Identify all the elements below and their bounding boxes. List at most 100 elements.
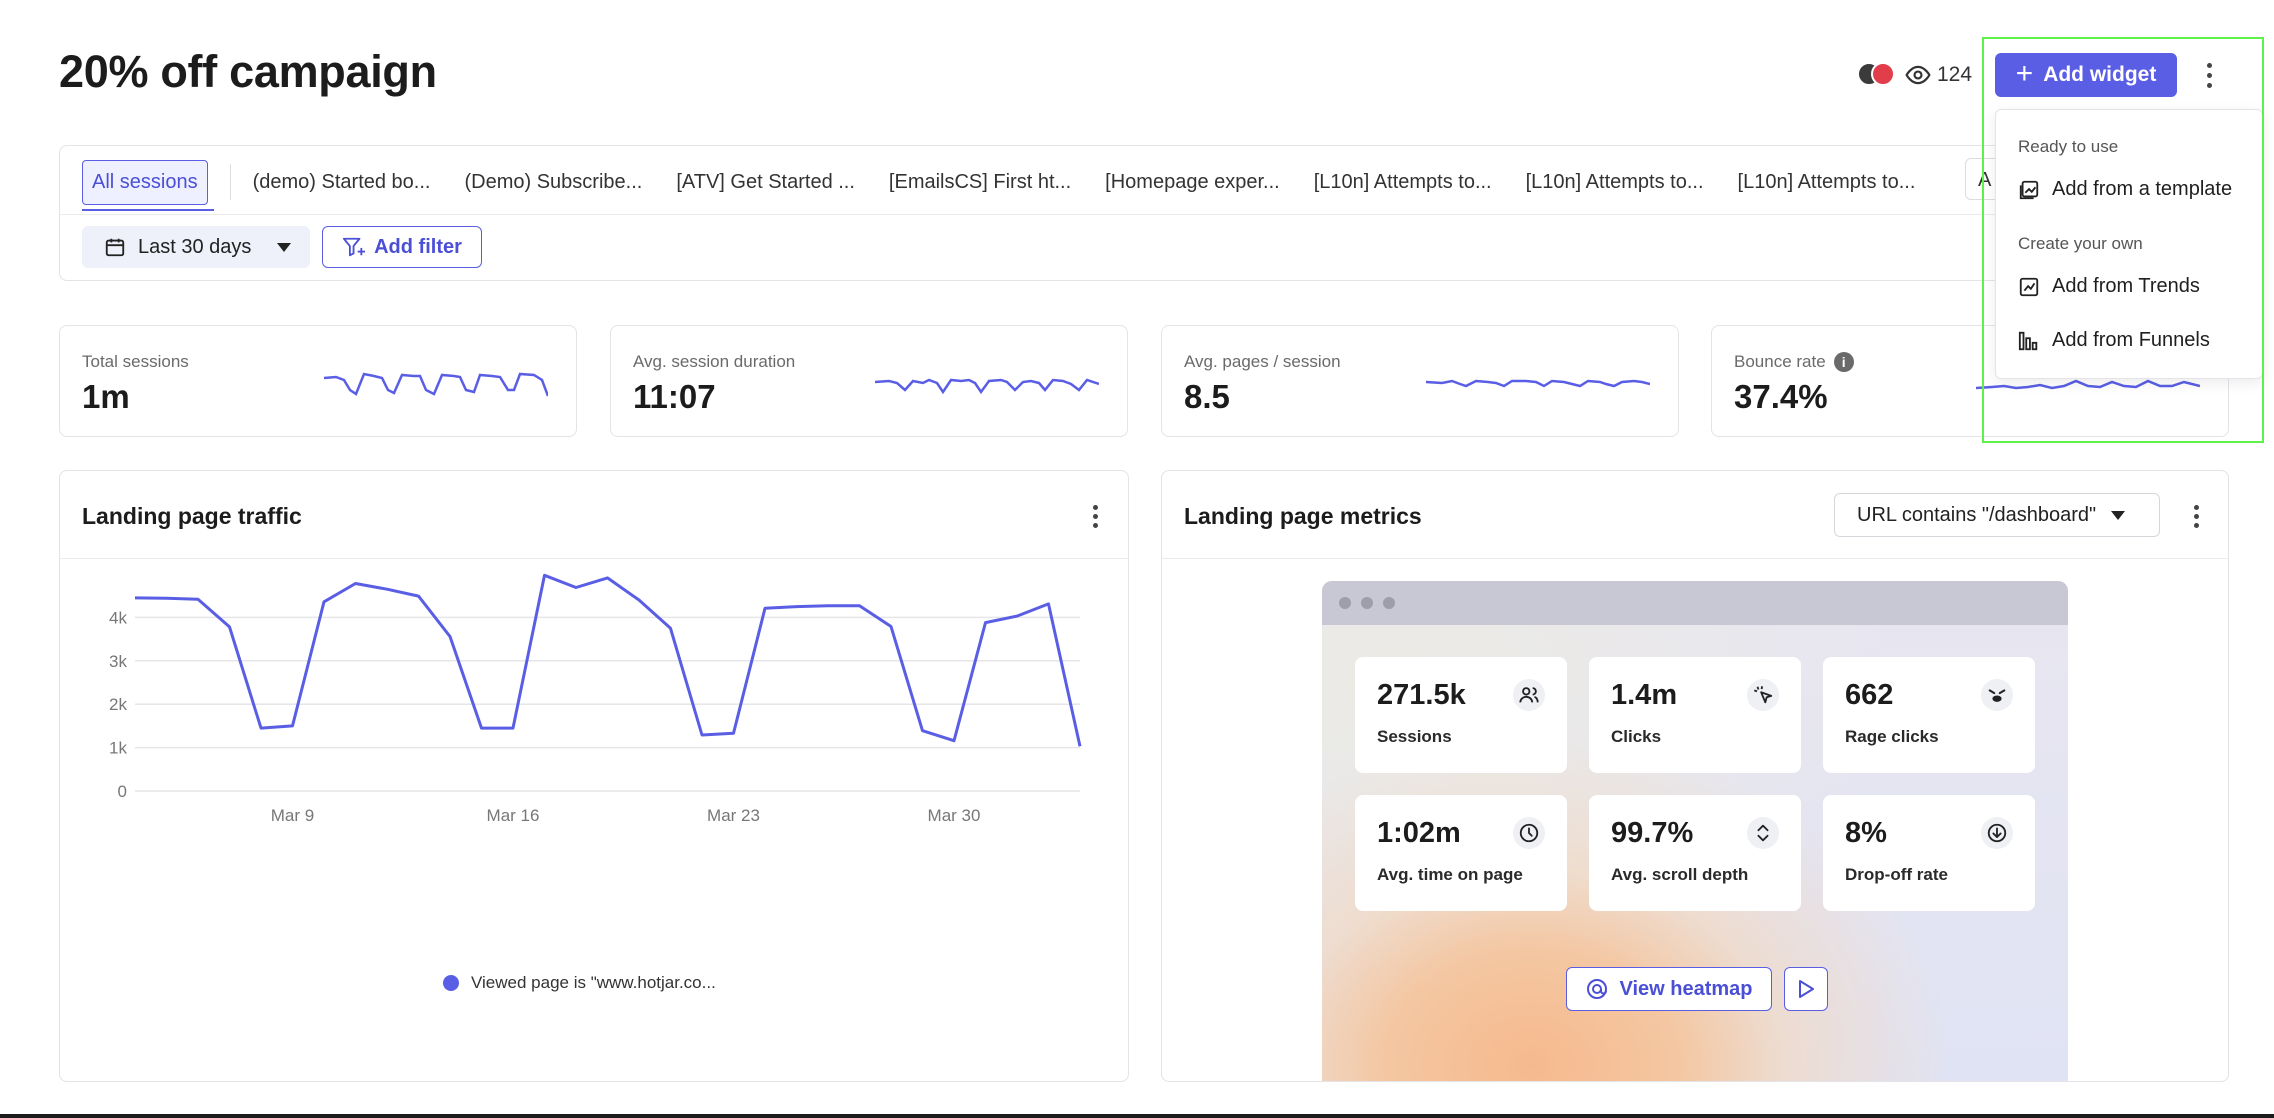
x-tick-label: Mar 9 <box>271 806 314 825</box>
viewers-count[interactable]: 124 <box>1905 62 1972 88</box>
y-tick-label: 0 <box>118 782 127 801</box>
segment-tab[interactable]: [Homepage exper... <box>1105 170 1280 193</box>
segment-tab[interactable]: [EmailsCS] First ht... <box>888 170 1072 193</box>
metric-label: Sessions <box>1377 727 1452 746</box>
series-line <box>134 573 1082 747</box>
more-options-icon[interactable] <box>2186 501 2206 531</box>
widget-title: Landing page metrics <box>1184 503 1422 529</box>
more-options-icon[interactable] <box>1085 501 1105 531</box>
metric-card-avg-time-on-page: 1:02m Avg. time on page <box>1355 795 1567 911</box>
segment-tab[interactable]: [L10n] Attempts to... <box>1313 170 1492 193</box>
funnel-bars-icon <box>2018 331 2038 350</box>
divider <box>60 558 1128 559</box>
x-tick-label: Mar 23 <box>707 806 760 825</box>
kpi-label: Avg. session duration <box>633 352 796 371</box>
menu-section-label: Ready to use <box>2018 137 2119 156</box>
metric-card-drop-off-rate: 8% Drop-off rate <box>1823 795 2035 911</box>
menu-item-label: Add from Funnels <box>2052 329 2210 351</box>
page-title: 20% off campaign <box>59 46 437 97</box>
avatar <box>1871 62 1895 86</box>
segment-tab[interactable]: [L10n] Attempts to... <box>1525 170 1704 193</box>
segment-tab-all-sessions[interactable]: All sessions <box>82 159 208 205</box>
kpi-card-avg-pages-session[interactable]: Avg. pages / session 8.5 <box>1161 325 1679 437</box>
metric-label: Drop-off rate <box>1845 865 1948 884</box>
date-range-select[interactable]: Last 30 days <box>82 226 310 268</box>
kpi-value: 11:07 <box>633 378 716 415</box>
legend-label: Viewed page is "www.hotjar.co... <box>471 973 716 992</box>
legend-swatch <box>443 975 459 991</box>
more-options-icon[interactable] <box>2198 58 2220 92</box>
widget-title: Landing page traffic <box>82 503 302 529</box>
metric-label: Avg. scroll depth <box>1611 865 1749 884</box>
y-tick-label: 1k <box>109 739 127 758</box>
scroll-icon <box>1747 817 1779 849</box>
menu-section-label: Create your own <box>2018 234 2143 253</box>
metric-card-rage-clicks: 662 Rage clicks <box>1823 657 2035 773</box>
metric-value: 271.5k <box>1377 679 1466 711</box>
segment-tab[interactable]: (demo) Started bo... <box>252 170 431 193</box>
metric-card-avg-scroll-depth: 99.7% Avg. scroll depth <box>1589 795 1801 911</box>
divider <box>1162 558 2228 559</box>
caret-down-icon <box>2111 511 2125 520</box>
users-icon <box>1513 679 1545 711</box>
url-filter-label: URL contains "/dashboard" <box>1857 503 2097 526</box>
eye-icon <box>1905 65 1931 85</box>
url-filter-select[interactable]: URL contains "/dashboard" <box>1834 493 2160 537</box>
kpi-card-total-sessions[interactable]: Total sessions 1m <box>59 325 577 437</box>
heatmap-icon <box>1587 979 1608 999</box>
info-icon[interactable]: i <box>1833 352 1854 372</box>
sparkline <box>875 378 1099 395</box>
menu-item-label: Add from Trends <box>2052 275 2200 297</box>
heatmap-preview: 271.5k Sessions 1.4m Clicks 662 Rage cli… <box>1322 581 2068 1081</box>
browser-bar <box>1322 581 2068 625</box>
collaborator-avatars[interactable] <box>1857 62 1897 88</box>
session-filter-panel: All sessions (demo) Started bo... (Demo)… <box>59 145 2229 281</box>
divider <box>60 214 2228 215</box>
kpi-label: Bounce rate i <box>1734 352 1854 372</box>
metric-value: 99.7% <box>1611 817 1694 849</box>
segment-tab[interactable]: [L10n] Attempts to... <box>1737 170 1916 193</box>
kpi-label: Total sessions <box>82 352 189 371</box>
viewers-count-label: 124 <box>1937 63 1973 86</box>
arrow-down-circle-icon <box>1981 817 2013 849</box>
menu-item-add-from-funnels[interactable]: Add from Funnels <box>2018 329 2210 352</box>
kpi-value: 37.4% <box>1734 378 1828 415</box>
template-chart-icon <box>2019 180 2039 199</box>
add-widget-menu: Ready to use Add from a template Create … <box>1995 109 2263 379</box>
y-tick-label: 4k <box>109 608 127 627</box>
sparkline <box>324 372 548 397</box>
x-tick-label: Mar 16 <box>487 806 540 825</box>
y-tick-label: 3k <box>109 652 127 671</box>
y-tick-label: 2k <box>109 695 127 714</box>
add-filter-button[interactable]: Add filter <box>322 226 482 268</box>
trends-icon <box>2019 277 2039 296</box>
metric-card-sessions: 271.5k Sessions <box>1355 657 1567 773</box>
menu-item-add-from-trends[interactable]: Add from Trends <box>2018 275 2200 298</box>
kpi-label-text: Bounce rate <box>1734 352 1826 371</box>
menu-item-add-from-template[interactable]: Add from a template <box>2018 178 2232 201</box>
sparkline <box>1426 379 1650 388</box>
x-tick-label: Mar 30 <box>928 806 981 825</box>
metric-label: Avg. time on page <box>1377 865 1523 884</box>
metric-value: 662 <box>1845 679 1894 711</box>
add-widget-button[interactable]: + Add widget <box>1995 53 2177 97</box>
metric-card-clicks: 1.4m Clicks <box>1589 657 1801 773</box>
calendar-icon <box>105 238 125 257</box>
segment-tab[interactable]: (Demo) Subscribe... <box>464 170 643 193</box>
add-filter-label: Add filter <box>374 235 462 258</box>
segment-tab[interactable]: [ATV] Get Started ... <box>676 170 855 193</box>
metric-value: 8% <box>1845 817 1887 849</box>
kpi-card-bounce-rate[interactable]: Bounce rate i 37.4% <box>1711 325 2229 437</box>
play-recording-button[interactable] <box>1784 967 1828 1011</box>
segment-tabs: All sessions (demo) Started bo... (Demo)… <box>82 156 1949 208</box>
metric-value: 1.4m <box>1611 679 1678 711</box>
landing-page-traffic-widget: Landing page traffic 0 1k 2k 3k 4k Mar 9 Mar … <box>59 470 1129 1082</box>
metric-label: Clicks <box>1611 727 1662 746</box>
view-heatmap-button[interactable]: View heatmap <box>1566 967 1772 1011</box>
view-heatmap-label: View heatmap <box>1619 977 1753 1000</box>
play-icon <box>1799 980 1814 998</box>
kpi-card-avg-session-duration[interactable]: Avg. session duration 11:07 <box>610 325 1128 437</box>
chart-legend[interactable]: Viewed page is "www.hotjar.co... <box>443 973 716 993</box>
plus-icon: + <box>2015 56 2034 90</box>
add-widget-label: Add widget <box>2043 63 2157 86</box>
